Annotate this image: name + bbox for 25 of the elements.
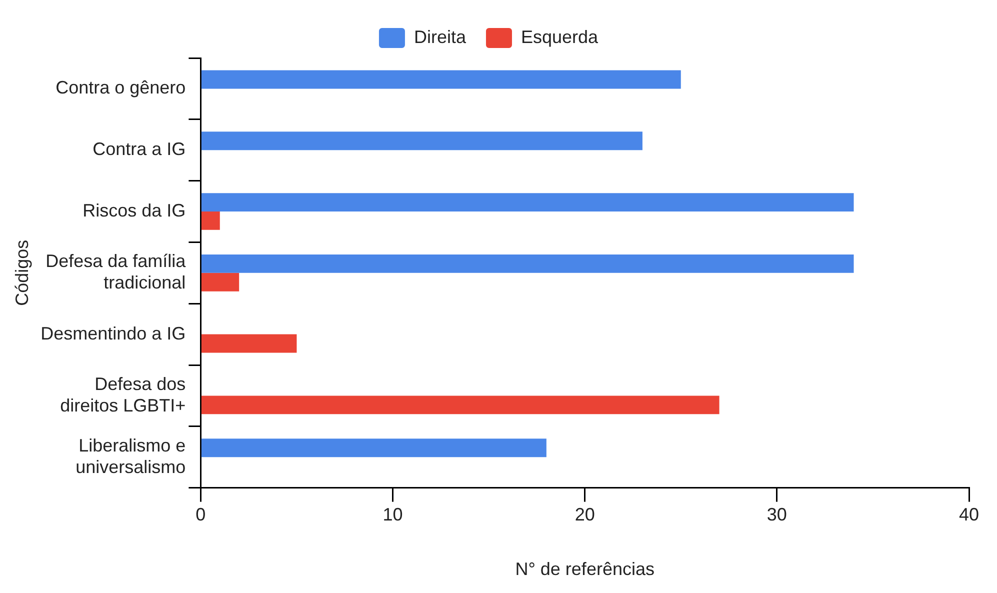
x-tick-label: 0 bbox=[196, 504, 206, 525]
y-tick-label: Desmentindo a IG bbox=[40, 323, 186, 344]
x-tick-label: 40 bbox=[958, 504, 980, 525]
bar bbox=[201, 334, 297, 353]
x-tick-label: 10 bbox=[382, 504, 403, 525]
x-axis-title: N° de referências bbox=[515, 559, 654, 580]
bar bbox=[201, 438, 546, 458]
y-tick-label: Riscos da IG bbox=[82, 200, 186, 220]
legend-label: Esquerda bbox=[520, 26, 600, 47]
bar bbox=[201, 132, 642, 150]
bar bbox=[201, 212, 220, 230]
bar bbox=[201, 272, 240, 292]
y-tick-label: Defesa da família tradicional bbox=[46, 251, 187, 293]
y-tick-label: Contra a IG bbox=[92, 139, 186, 160]
bar bbox=[201, 70, 681, 89]
y-axis-title: Códigos bbox=[12, 240, 32, 306]
legend-label: Direita bbox=[414, 26, 467, 47]
bar bbox=[201, 193, 854, 212]
bar bbox=[201, 254, 854, 273]
y-tick-label: Liberalismo e universalismo bbox=[76, 435, 186, 477]
bar bbox=[201, 396, 720, 414]
x-tick-label: 20 bbox=[574, 504, 595, 525]
y-tick-label: Contra o gênero bbox=[56, 78, 186, 98]
x-tick-label: 30 bbox=[766, 504, 787, 525]
y-tick-label: Defesa dos direitos LGBTI+ bbox=[60, 374, 186, 416]
